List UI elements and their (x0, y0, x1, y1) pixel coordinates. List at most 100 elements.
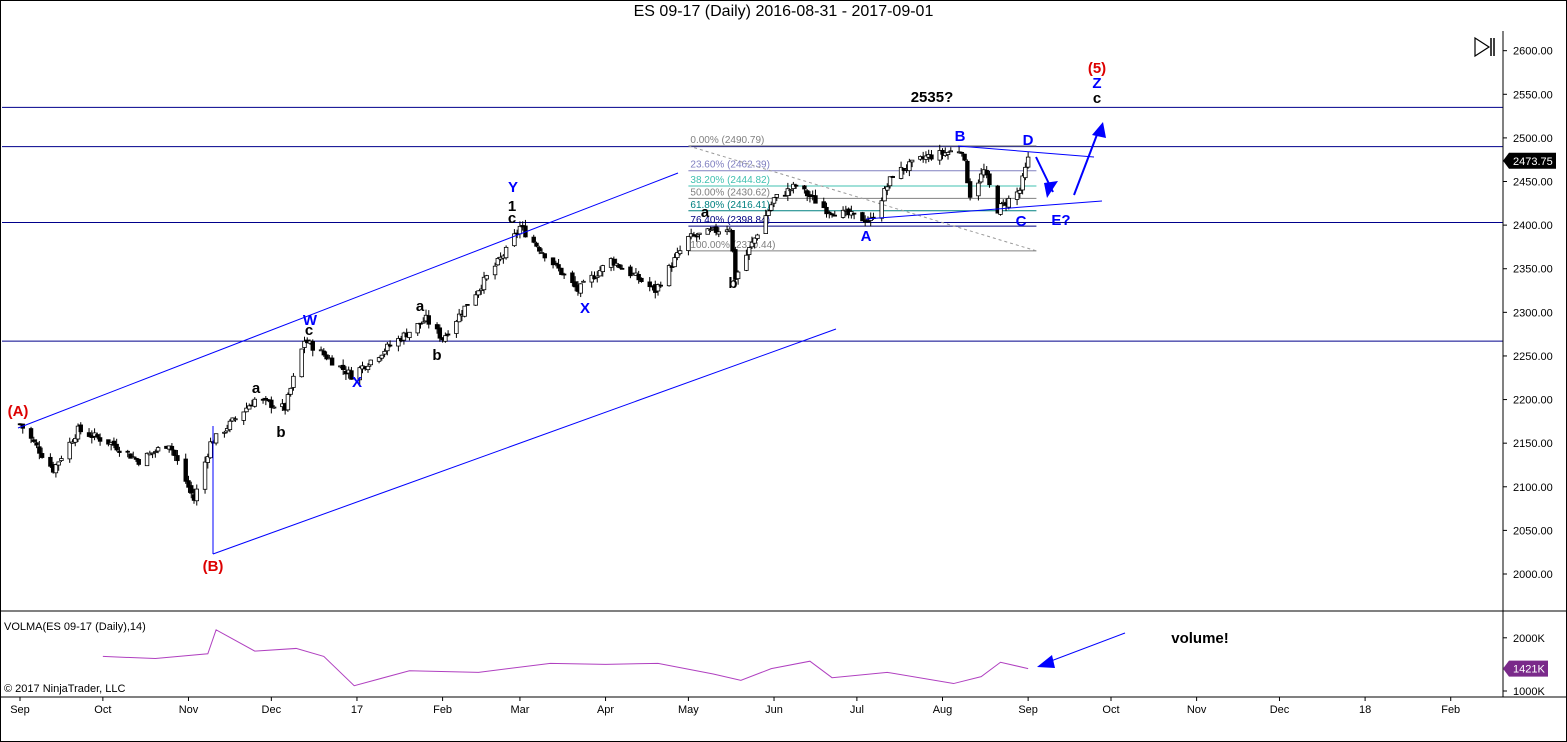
candle-body (821, 201, 826, 209)
candle-body (937, 150, 942, 161)
x-tick-label: Sep (10, 704, 30, 716)
candle-body (454, 320, 459, 334)
y-tick-label: 2350.00 (1513, 264, 1553, 276)
candle-body (581, 280, 586, 283)
candle-body (713, 226, 719, 233)
candle-body (172, 449, 177, 456)
candle-body (39, 453, 45, 458)
candle-body (125, 450, 130, 453)
candle-body (365, 365, 371, 371)
x-tick-label: Jun (765, 704, 783, 716)
x-tick-label: 17 (351, 704, 363, 716)
wave-label-C-aug: C (1016, 213, 1027, 230)
candle-body (492, 265, 498, 276)
volume-panel-label: VOLMA(ES 09-17 (Daily),14) (4, 621, 146, 633)
candle-body (379, 354, 385, 359)
candle-body (299, 348, 304, 378)
x-tick-label: Jul (850, 704, 864, 716)
wave-label-a2: a (416, 298, 425, 315)
candle-body (189, 485, 194, 494)
candle-body (445, 333, 451, 336)
candle-body (310, 341, 315, 351)
candle-body (291, 375, 296, 388)
candle-body (1014, 191, 1020, 200)
candle-body (570, 272, 575, 284)
candle-body (967, 181, 973, 198)
candle-body (763, 215, 768, 234)
candle-body (868, 217, 873, 221)
wave-label-c-W: c (305, 322, 313, 339)
candle-body (434, 324, 440, 330)
candle-body (1017, 189, 1023, 194)
candle-body (208, 441, 213, 459)
x-tick-label: Mar (510, 704, 529, 716)
candle-body (396, 338, 401, 347)
volume-tick-label: 1000K (1513, 686, 1545, 698)
candle-body (735, 271, 741, 280)
candle-body (578, 283, 583, 294)
wave-label-A-jul: A (861, 228, 872, 245)
candle-body (106, 439, 111, 445)
candle-body (329, 357, 335, 366)
candle-body (415, 322, 420, 334)
candle-body (321, 350, 327, 356)
candle-body (628, 266, 633, 277)
candle-body (481, 276, 487, 291)
candle-body (561, 273, 567, 276)
wave-label-a1: a (252, 380, 261, 397)
arrowhead (1037, 655, 1055, 668)
candle-body (675, 252, 680, 259)
candle-body (617, 264, 622, 268)
horizontal-levels (2, 106, 1503, 342)
volma-line (102, 629, 1029, 687)
candle-body (78, 424, 83, 433)
y-tick-label: 2050.00 (1513, 525, 1553, 537)
candle-body (59, 458, 64, 461)
y-tick-label: 2500.00 (1513, 133, 1553, 145)
candle-body (114, 443, 119, 451)
candle-body (965, 160, 970, 184)
candle-body (730, 230, 735, 252)
candle-body (382, 350, 387, 355)
candle-body (686, 236, 691, 251)
candle-body (241, 411, 246, 421)
y-tick-label: 2100.00 (1513, 482, 1553, 494)
candle-body (771, 197, 777, 204)
volume-note: volume! (1171, 630, 1229, 647)
candle-body (97, 437, 103, 442)
last-volume-label: 1421K (1513, 664, 1545, 676)
candle-body (271, 406, 277, 409)
candle-body (437, 327, 443, 339)
trend-drawings (17, 122, 1126, 668)
wave-label-W: W (303, 312, 318, 329)
candle-body (865, 220, 871, 223)
arrowhead (1092, 122, 1106, 138)
candle-body (898, 166, 904, 179)
x-tick-label: 18 (1359, 704, 1371, 716)
wave-label-b-may: b (728, 275, 737, 292)
candle-body (746, 247, 752, 256)
wave-label-1: 1 (508, 198, 516, 215)
candle-body (473, 294, 478, 306)
skip-to-end-icon[interactable] (1473, 36, 1499, 58)
candle-body (655, 284, 661, 292)
candle-body (169, 445, 175, 451)
candle-body (128, 453, 133, 459)
candle-body (1023, 166, 1028, 179)
candle-body (647, 281, 652, 288)
wave-label-A: (A) (8, 403, 29, 420)
y-tick-label: 2000.00 (1513, 569, 1553, 581)
candle-body (978, 173, 984, 183)
candle-body (929, 154, 934, 160)
y-tick-label: 2450.00 (1513, 177, 1553, 189)
wave-label-X1: X (352, 374, 362, 391)
wave-label-c-Y: c (508, 210, 516, 227)
x-tick-label: Nov (1187, 704, 1207, 716)
candle-body (945, 152, 951, 155)
candle-body (550, 257, 556, 266)
candle-body (531, 236, 536, 243)
candle-body (53, 464, 59, 474)
candle-body (987, 173, 992, 186)
candle-body (851, 212, 857, 215)
